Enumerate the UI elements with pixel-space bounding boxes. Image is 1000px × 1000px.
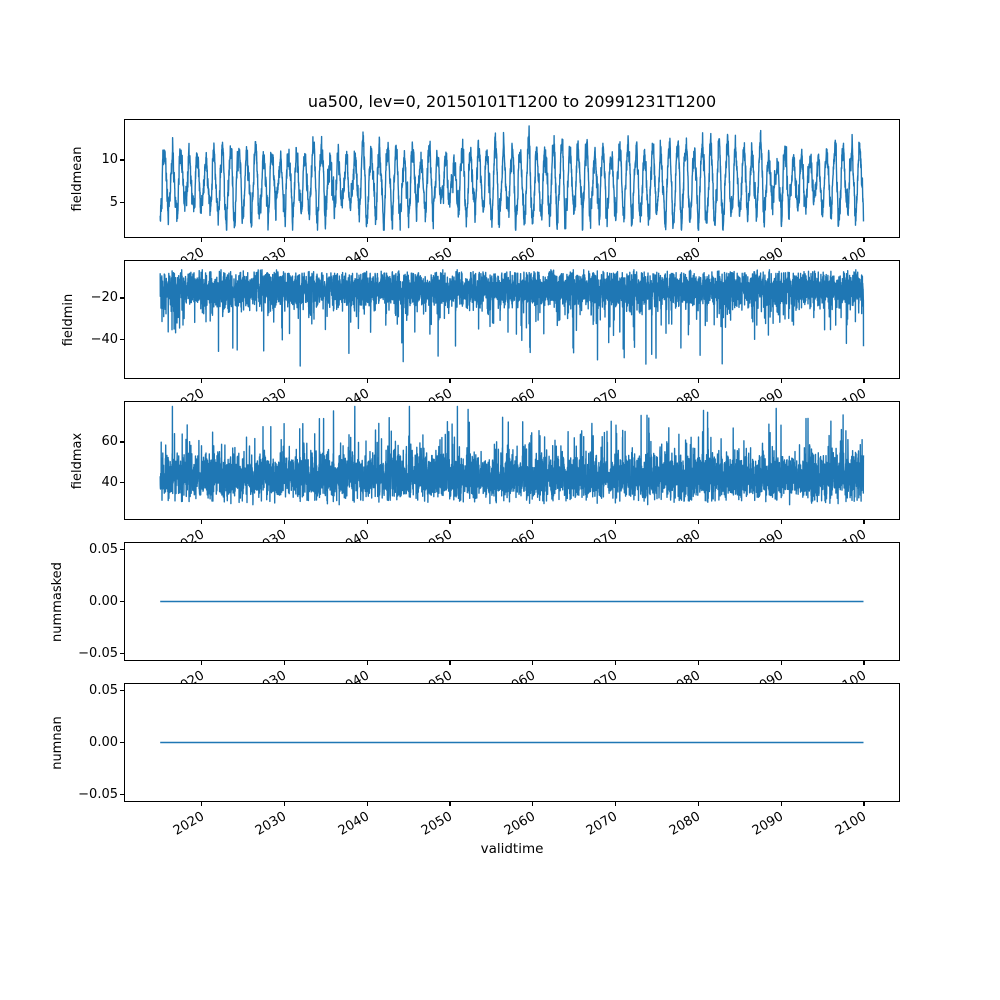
x-tick-mark <box>614 802 617 806</box>
x-tick-mark <box>532 661 534 665</box>
x-tick-mark <box>283 520 286 524</box>
x-tick-mark <box>366 661 368 665</box>
y-tick-mark <box>120 652 124 654</box>
x-tick-mark <box>697 661 699 665</box>
y-tick-mark <box>120 601 124 603</box>
x-tick-mark <box>697 379 699 383</box>
plot-area-fieldmean <box>124 119 900 238</box>
x-tick-mark <box>780 802 782 806</box>
x-tick-mark <box>366 379 368 383</box>
line-series-numnan <box>160 741 864 744</box>
x-tick-mark <box>283 661 286 665</box>
y-tick-mark <box>120 482 124 484</box>
y-tick-label: −20 <box>90 290 118 306</box>
x-tick-mark <box>614 661 617 665</box>
x-tick-mark <box>201 520 203 524</box>
x-axis-label: validtime <box>480 841 544 857</box>
line-series-fieldmax <box>159 405 865 506</box>
x-tick-mark <box>449 802 451 806</box>
series-line-fieldmax <box>159 405 865 506</box>
y-tick-label: 0.05 <box>89 683 118 699</box>
x-tick-mark <box>366 802 368 806</box>
plot-area-nummasked <box>124 542 900 661</box>
plot-area-fieldmax <box>124 401 900 520</box>
y-tick-label: 5 <box>109 195 118 211</box>
line-series-nummasked <box>160 600 864 603</box>
x-tick-mark <box>449 520 451 524</box>
ylabel-fieldmin: fieldmin <box>61 293 76 346</box>
y-tick-label: 0.00 <box>89 735 118 750</box>
y-tick-mark <box>120 690 124 692</box>
x-tick-mark <box>201 802 203 806</box>
x-tick-label: 2040 <box>335 809 373 839</box>
x-tick-mark <box>614 379 617 383</box>
x-tick-mark <box>863 802 865 806</box>
y-tick-mark <box>120 793 124 795</box>
x-tick-label: 2100 <box>832 809 869 839</box>
y-tick-label: 0.00 <box>89 594 118 609</box>
x-tick-label: 2030 <box>253 809 290 839</box>
series-line-fieldmean <box>159 125 865 231</box>
x-tick-label: 2050 <box>418 809 455 839</box>
y-tick-mark <box>120 742 124 744</box>
x-tick-mark <box>201 661 203 665</box>
y-tick-mark <box>120 159 124 161</box>
line-series-fieldmean <box>159 125 865 231</box>
x-tick-mark <box>780 379 782 383</box>
x-tick-mark <box>614 238 617 242</box>
x-tick-mark <box>283 379 286 383</box>
x-tick-mark <box>780 661 782 665</box>
x-tick-mark <box>449 379 451 383</box>
x-tick-mark <box>780 238 782 242</box>
x-tick-label: 2090 <box>749 809 787 839</box>
figure-title: ua500, lev=0, 20150101T1200 to 20991231T… <box>307 92 717 111</box>
x-tick-mark <box>532 379 534 383</box>
x-tick-label: 2020 <box>170 809 207 839</box>
x-tick-mark <box>697 520 699 524</box>
x-tick-mark <box>697 802 699 806</box>
plot-area-fieldmin <box>124 260 900 379</box>
x-tick-mark <box>697 238 699 242</box>
x-tick-mark <box>201 379 203 383</box>
series-line-fieldmin <box>159 269 865 367</box>
x-tick-label: 2070 <box>584 809 621 839</box>
x-tick-label: 2080 <box>667 809 704 839</box>
x-tick-mark <box>863 661 865 665</box>
x-tick-mark <box>449 661 451 665</box>
plot-area-numnan <box>124 683 900 802</box>
y-tick-mark <box>120 339 124 341</box>
x-tick-mark <box>532 802 534 806</box>
ylabel-fieldmax: fieldmax <box>70 432 85 489</box>
x-tick-label: 2060 <box>501 809 538 839</box>
x-tick-mark <box>449 238 451 242</box>
y-tick-label: 0.05 <box>89 542 118 558</box>
y-tick-label: −0.05 <box>78 645 118 661</box>
x-tick-mark <box>366 238 368 242</box>
y-tick-mark <box>120 441 124 443</box>
x-tick-mark <box>366 520 368 524</box>
y-tick-label: −0.05 <box>78 786 118 802</box>
x-tick-mark <box>863 379 865 383</box>
y-tick-mark <box>120 202 124 204</box>
x-tick-mark <box>283 238 286 242</box>
line-series-fieldmin <box>159 269 865 367</box>
ylabel-fieldmean: fieldmean <box>70 146 85 211</box>
x-tick-mark <box>863 520 865 524</box>
x-tick-mark <box>863 238 865 242</box>
x-tick-mark <box>532 520 534 524</box>
y-tick-label: −40 <box>90 332 118 348</box>
y-tick-mark <box>120 297 124 299</box>
y-tick-label: 40 <box>101 475 118 491</box>
y-tick-label: 60 <box>101 434 118 450</box>
x-tick-mark <box>283 802 286 806</box>
x-tick-mark <box>532 238 534 242</box>
y-tick-mark <box>120 549 124 551</box>
x-tick-mark <box>614 520 617 524</box>
y-tick-label: 10 <box>101 152 118 168</box>
x-tick-mark <box>780 520 782 524</box>
x-tick-mark <box>201 238 203 242</box>
